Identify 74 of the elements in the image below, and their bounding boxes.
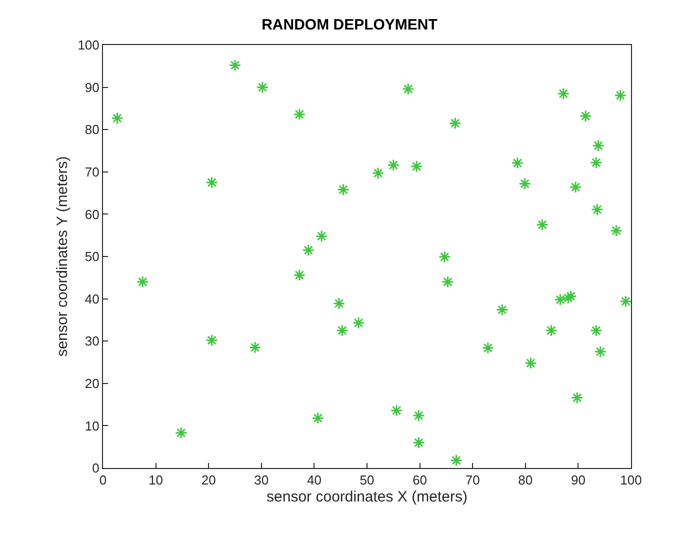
point	[438, 250, 451, 264]
x-tick-label: 70	[465, 472, 480, 488]
point	[511, 156, 524, 170]
point	[256, 81, 269, 94]
x-tick-label: 60	[412, 472, 428, 488]
y-tick-label: 20	[84, 376, 100, 391]
point	[174, 426, 188, 440]
point	[562, 292, 574, 304]
y-tick-label: 70	[84, 164, 100, 180]
point	[206, 176, 218, 189]
point	[496, 304, 508, 316]
y-tick-label: 100	[78, 38, 100, 53]
x-tick-label: 80	[518, 472, 533, 488]
x-tick-label: 90	[570, 472, 586, 488]
y-tick-label: 0	[92, 460, 100, 476]
point	[590, 156, 602, 169]
y-tick-label: 10	[84, 418, 100, 434]
x-tick-label: 100	[620, 472, 642, 488]
point	[482, 342, 494, 354]
point	[111, 112, 124, 124]
point	[579, 110, 592, 122]
x-tick-label: 50	[360, 472, 374, 488]
y-tick-label: 40	[84, 291, 100, 306]
point	[569, 180, 582, 194]
point	[206, 334, 218, 346]
point	[412, 436, 425, 449]
point	[554, 294, 566, 306]
x-tick-label: 30	[254, 472, 269, 488]
y-axis-title: sensor coordinates Y (meters)	[54, 156, 71, 357]
point	[564, 290, 577, 302]
point	[248, 341, 262, 354]
point	[402, 82, 414, 96]
point	[610, 224, 622, 237]
point	[591, 203, 604, 216]
point	[352, 316, 365, 330]
point	[518, 178, 532, 190]
point	[592, 140, 604, 152]
point	[312, 412, 324, 424]
point	[614, 89, 627, 102]
point	[545, 324, 558, 337]
point	[450, 454, 462, 467]
x-tick-label: 10	[148, 472, 164, 488]
point	[620, 295, 631, 308]
point	[302, 244, 315, 256]
y-tick-label: 50	[84, 249, 100, 264]
point	[293, 268, 306, 282]
y-tick-label: 60	[84, 206, 100, 222]
point	[336, 324, 348, 337]
x-axis-title: sensor coordinates X (meters)	[266, 488, 468, 506]
point	[594, 346, 607, 358]
point	[228, 59, 242, 72]
chart-title: RANDOM DEPLOYMENT	[262, 16, 438, 34]
point	[536, 218, 548, 231]
point	[449, 117, 462, 130]
point	[293, 108, 306, 121]
point	[557, 88, 570, 100]
y-tick-label: 80	[84, 122, 100, 138]
point	[590, 324, 602, 337]
point	[410, 160, 423, 173]
point	[524, 356, 537, 370]
x-tick-label: 20	[201, 472, 216, 488]
point	[315, 230, 328, 242]
x-tick-label: 40	[306, 472, 322, 488]
point	[412, 409, 425, 422]
point	[372, 167, 384, 180]
point	[337, 184, 350, 196]
point	[442, 276, 454, 288]
y-tick-label: 30	[84, 334, 100, 349]
point	[332, 297, 346, 310]
point	[390, 404, 403, 417]
point	[136, 276, 149, 288]
point	[387, 158, 400, 172]
y-tick-label: 90	[84, 80, 100, 95]
point	[570, 392, 584, 404]
